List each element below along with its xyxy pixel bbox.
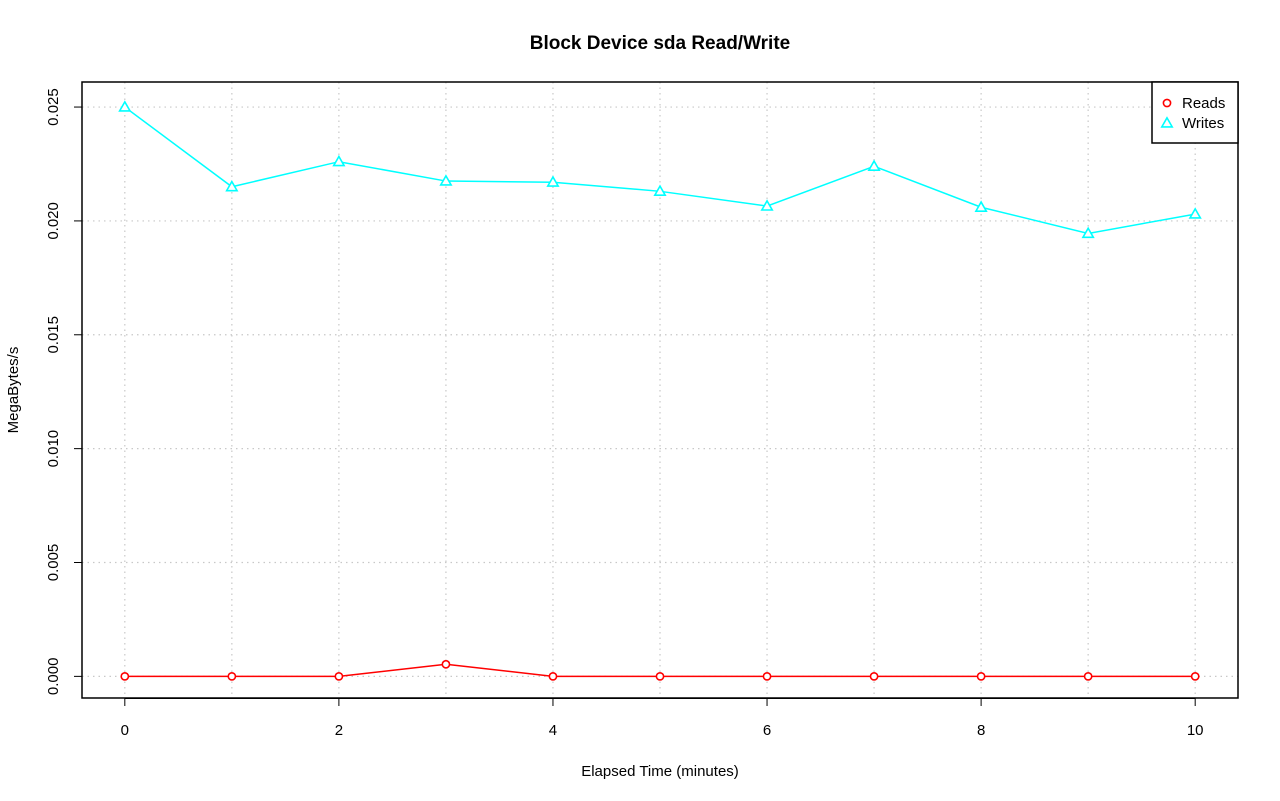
- data-point-reads: [441, 659, 451, 669]
- y-axis: 0.000 0.005 0.010 0.015 0.020 0.025: [45, 88, 82, 695]
- y-tick-label: 0.010: [45, 430, 62, 468]
- data-point-reads: [227, 671, 237, 681]
- data-point-reads: [869, 671, 879, 681]
- x-tick-label: 8: [977, 722, 985, 739]
- data-point-writes: [760, 199, 774, 211]
- data-point-reads: [120, 671, 130, 681]
- data-point-writes: [439, 174, 453, 186]
- legend-marker-writes: [1160, 116, 1174, 128]
- x-tick-label: 2: [335, 722, 343, 739]
- legend-marker-reads: [1162, 98, 1172, 108]
- data-point-writes: [225, 179, 239, 192]
- data-point-writes: [867, 159, 881, 171]
- legend-label-reads: Reads: [1182, 95, 1225, 112]
- data-point-writes: [1081, 226, 1095, 239]
- y-tick-label: 0.020: [45, 202, 62, 240]
- legend: Reads Writes: [1151, 81, 1239, 144]
- series-points: [118, 100, 1202, 681]
- data-point-writes: [974, 200, 988, 212]
- y-tick-label: 0.000: [45, 658, 62, 696]
- x-tick-label: 4: [549, 722, 557, 739]
- y-tick-label: 0.015: [45, 316, 62, 354]
- data-point-reads: [334, 671, 344, 681]
- grid-lines: [82, 82, 1238, 698]
- data-point-reads: [548, 671, 558, 681]
- data-point-reads: [762, 671, 772, 681]
- data-point-writes: [653, 184, 667, 197]
- x-tick-label: 6: [763, 722, 771, 739]
- data-point-reads: [655, 671, 665, 681]
- y-tick-label: 0.025: [45, 88, 62, 126]
- y-tick-label: 0.005: [45, 544, 62, 582]
- chart-title: Block Device sda Read/Write: [530, 33, 790, 54]
- legend-box: [1151, 81, 1239, 144]
- x-tick-label: 10: [1187, 722, 1204, 739]
- data-point-writes: [118, 100, 132, 112]
- data-point-writes: [546, 175, 560, 187]
- data-point-writes: [1188, 207, 1202, 219]
- x-axis: 0 2 4 6 8 10: [121, 698, 1204, 739]
- legend-label-writes: Writes: [1182, 115, 1224, 132]
- data-point-reads: [1190, 671, 1200, 681]
- data-point-writes: [332, 154, 346, 167]
- data-point-reads: [1083, 671, 1093, 681]
- data-point-reads: [976, 671, 986, 681]
- y-axis-label: MegaBytes/s: [5, 347, 22, 434]
- x-tick-label: 0: [121, 722, 129, 739]
- x-axis-label: Elapsed Time (minutes): [581, 763, 739, 780]
